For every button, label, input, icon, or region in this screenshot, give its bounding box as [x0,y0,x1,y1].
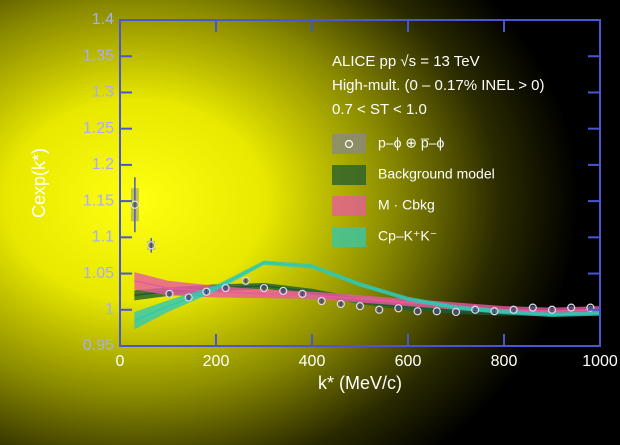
data-point [413,307,422,316]
x-tick-label: 1000 [582,353,618,370]
legend-swatch [332,196,366,216]
data-point [528,303,537,312]
y-axis-label: Cexp(k*) [29,148,49,218]
data-point [336,299,345,309]
x-tick-label: 200 [203,353,230,370]
band-line [134,261,601,322]
annotation: 0.7 < ST < 1.0 [332,101,427,118]
data-point [509,305,518,314]
data-point [202,287,211,296]
band [134,260,600,330]
x-tick-label: 400 [299,353,326,370]
data-point [471,305,480,314]
data-point [547,305,557,314]
y-tick-label: 1.05 [83,265,114,282]
x-tick-label: 600 [395,353,422,370]
data-point [165,289,174,298]
plot-frame [119,19,601,347]
legend-marker [344,139,354,149]
legend-swatch [332,165,366,185]
data-point [375,305,384,314]
data-point [241,276,250,285]
data-point [259,283,269,293]
legend-label: Cp–K⁺K⁻ [378,228,437,244]
data-point [147,241,156,250]
y-tick-label: 1.1 [92,229,114,246]
y-tick-label: 1.4 [92,11,114,28]
x-tick-label: 800 [491,353,518,370]
plot-area [130,177,601,330]
y-tick-label: 1.2 [92,156,114,173]
annotation: ALICE pp √s = 13 TeV [332,53,480,70]
data-point [221,283,230,293]
annotation: High-mult. (0 – 0.17% INEL > 0) [332,77,544,94]
data-point [298,289,307,298]
data-point [567,303,576,312]
legend-label: p–ϕ ⊕ p̅–ϕ [378,135,444,151]
y-tick-label: 1.35 [83,47,114,64]
x-tick-label: 0 [116,353,125,370]
legend-swatch [332,134,366,154]
data-point [394,304,403,313]
data-point [355,302,365,311]
y-tick-label: 1 [105,301,114,318]
data-point [432,307,441,316]
data-point [490,307,499,316]
x-axis-label: k* (MeV/c) [318,373,402,393]
y-tick-label: 0.95 [83,337,114,354]
data-point [279,286,288,296]
data-point [130,200,139,209]
legend-swatch [332,227,366,247]
data-point [184,293,193,302]
legend-label: M · Cbkg [378,197,435,213]
legend-label: Background model [378,166,495,182]
data-point [317,296,326,306]
data-point [451,307,461,317]
y-tick-label: 1.25 [83,120,114,137]
y-tick-label: 1.3 [92,84,114,101]
y-tick-label: 1.15 [83,192,114,209]
